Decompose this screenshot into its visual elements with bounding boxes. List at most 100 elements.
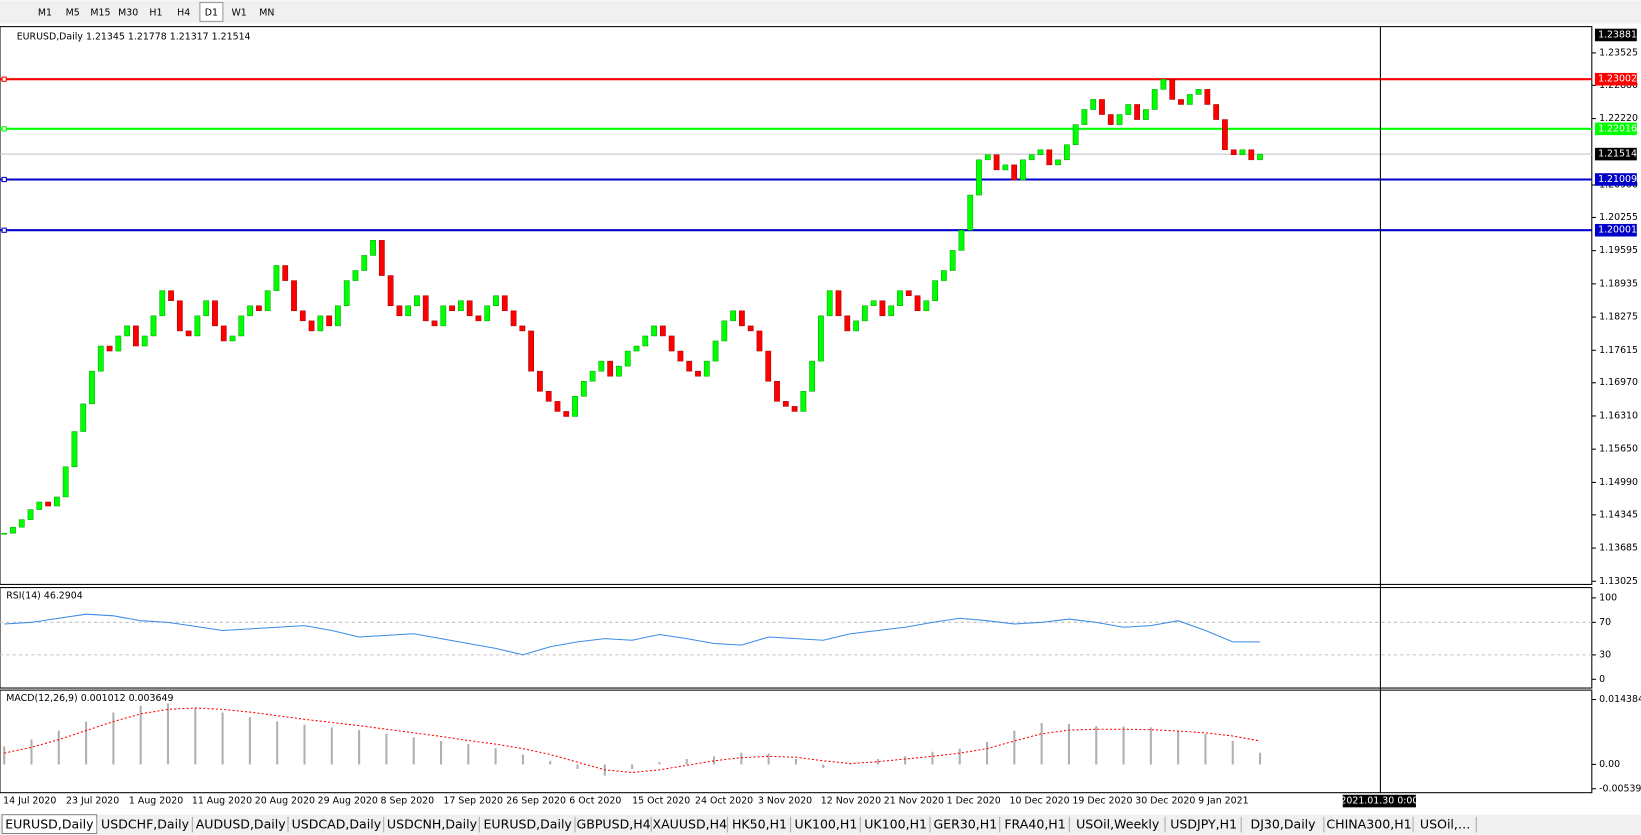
- rsi-line: [4, 613, 1261, 656]
- candle: [10, 526, 16, 534]
- tab[interactable]: USDJPY,H1: [1170, 817, 1237, 832]
- candle: [695, 370, 701, 377]
- candle: [545, 391, 552, 402]
- candle: [993, 154, 1000, 171]
- tab[interactable]: DJ30,Daily: [1251, 817, 1317, 832]
- period-button[interactable]: M1: [38, 8, 52, 19]
- tab[interactable]: USOil,…: [1420, 817, 1471, 832]
- candle: [1046, 149, 1053, 166]
- period-button[interactable]: M15: [90, 8, 110, 19]
- candle: [80, 403, 87, 432]
- candle: [800, 391, 807, 412]
- x-axis-label: 20 Aug 2020: [255, 796, 315, 807]
- candle: [1081, 109, 1088, 125]
- level-label-box: [1594, 72, 1637, 86]
- candle: [941, 270, 947, 281]
- candle: [185, 330, 192, 337]
- rsi-tick-label: 30: [1599, 649, 1611, 660]
- level-label: 1.22016: [1598, 123, 1637, 134]
- y-tick-label: 1.13685: [1599, 543, 1638, 554]
- candle: [765, 350, 772, 382]
- tab[interactable]: EURUSD,Daily: [5, 817, 94, 832]
- macd-frame: [0, 689, 1593, 794]
- candle: [1151, 89, 1158, 110]
- candle: [870, 300, 877, 307]
- tab[interactable]: AUDUSD,Daily: [196, 817, 287, 832]
- level-label-box: [1594, 173, 1637, 186]
- period-button[interactable]: MN: [259, 8, 274, 19]
- tab[interactable]: USDCNH,Daily: [387, 817, 478, 832]
- candle: [905, 290, 912, 296]
- x-axis-label: 14 Jul 2020: [3, 796, 56, 807]
- candle: [1195, 89, 1202, 95]
- tab[interactable]: GER30,H1: [933, 817, 997, 832]
- candle: [247, 305, 253, 317]
- tab[interactable]: USDCAD,Daily: [292, 817, 382, 832]
- tab[interactable]: UK100,H1: [864, 817, 927, 832]
- x-axis-label: 12 Nov 2020: [821, 796, 881, 807]
- candle: [1213, 104, 1220, 120]
- candle: [36, 501, 43, 510]
- tab[interactable]: HK50,H1: [732, 817, 787, 832]
- period-button[interactable]: D1: [205, 8, 218, 19]
- candle: [387, 275, 394, 307]
- candle: [967, 194, 974, 231]
- tab[interactable]: CHINA300,H1: [1326, 817, 1411, 832]
- candle: [510, 310, 517, 327]
- y-tick-label: 1.14990: [1599, 477, 1638, 488]
- current-price-box: [1594, 147, 1637, 161]
- candle: [826, 290, 833, 317]
- x-axis-label: 24 Oct 2020: [695, 796, 753, 807]
- candle: [984, 154, 991, 161]
- candle: [159, 290, 166, 317]
- period-button[interactable]: M30: [118, 8, 138, 19]
- candle: [914, 295, 921, 312]
- candle: [976, 159, 982, 196]
- candle: [457, 300, 464, 312]
- level-label-box: [1594, 223, 1637, 237]
- tab[interactable]: FRA40,H1: [1004, 817, 1065, 832]
- tab[interactable]: XAUUSD,H4: [652, 817, 727, 832]
- candle: [352, 270, 359, 281]
- candle: [747, 325, 754, 332]
- candle: [141, 335, 148, 347]
- candle: [62, 466, 69, 498]
- candle: [844, 315, 851, 332]
- level-handle: [1, 176, 7, 183]
- tab[interactable]: GBPUSD,H4: [577, 817, 651, 832]
- x-axis-label: 11 Aug 2020: [192, 796, 252, 807]
- candle: [1099, 99, 1105, 115]
- chart-header: EURUSD,Daily 1.21345 1.21778 1.21317 1.2…: [17, 32, 251, 43]
- period-button[interactable]: H4: [177, 8, 190, 19]
- candle: [501, 295, 508, 312]
- x-axis-label: 21 Nov 2020: [884, 796, 944, 807]
- candle: [774, 380, 780, 402]
- candle: [519, 325, 526, 332]
- y-tick-label: 1.16310: [1599, 410, 1638, 421]
- candle: [633, 345, 640, 352]
- current-price-label: 1.21514: [1598, 149, 1637, 160]
- x-axis-label: 6 Oct 2020: [569, 796, 621, 807]
- rsi-tick-label: 100: [1599, 592, 1617, 603]
- y-tick-label: 1.18935: [1599, 278, 1638, 289]
- candle: [1169, 79, 1176, 100]
- candle: [554, 401, 561, 412]
- tab[interactable]: UK100,H1: [795, 817, 858, 832]
- period-button-active: [199, 2, 224, 22]
- candle: [1204, 89, 1211, 105]
- period-button[interactable]: M5: [66, 8, 80, 19]
- tab[interactable]: EURUSD,Daily: [483, 817, 572, 832]
- candle: [861, 305, 868, 322]
- level-label: 1.23002: [1598, 74, 1637, 85]
- candle: [238, 315, 245, 337]
- macd-tick-label: 0.014384: [1599, 694, 1641, 705]
- period-button[interactable]: H1: [149, 8, 162, 19]
- candle: [1107, 114, 1114, 125]
- tab[interactable]: USDCHF,Daily: [101, 817, 190, 832]
- period-button[interactable]: W1: [231, 8, 246, 19]
- candle: [326, 315, 333, 327]
- candle: [1002, 164, 1009, 171]
- tab[interactable]: USOil,Weekly: [1076, 817, 1160, 832]
- candle: [528, 330, 535, 372]
- candle: [1257, 153, 1263, 161]
